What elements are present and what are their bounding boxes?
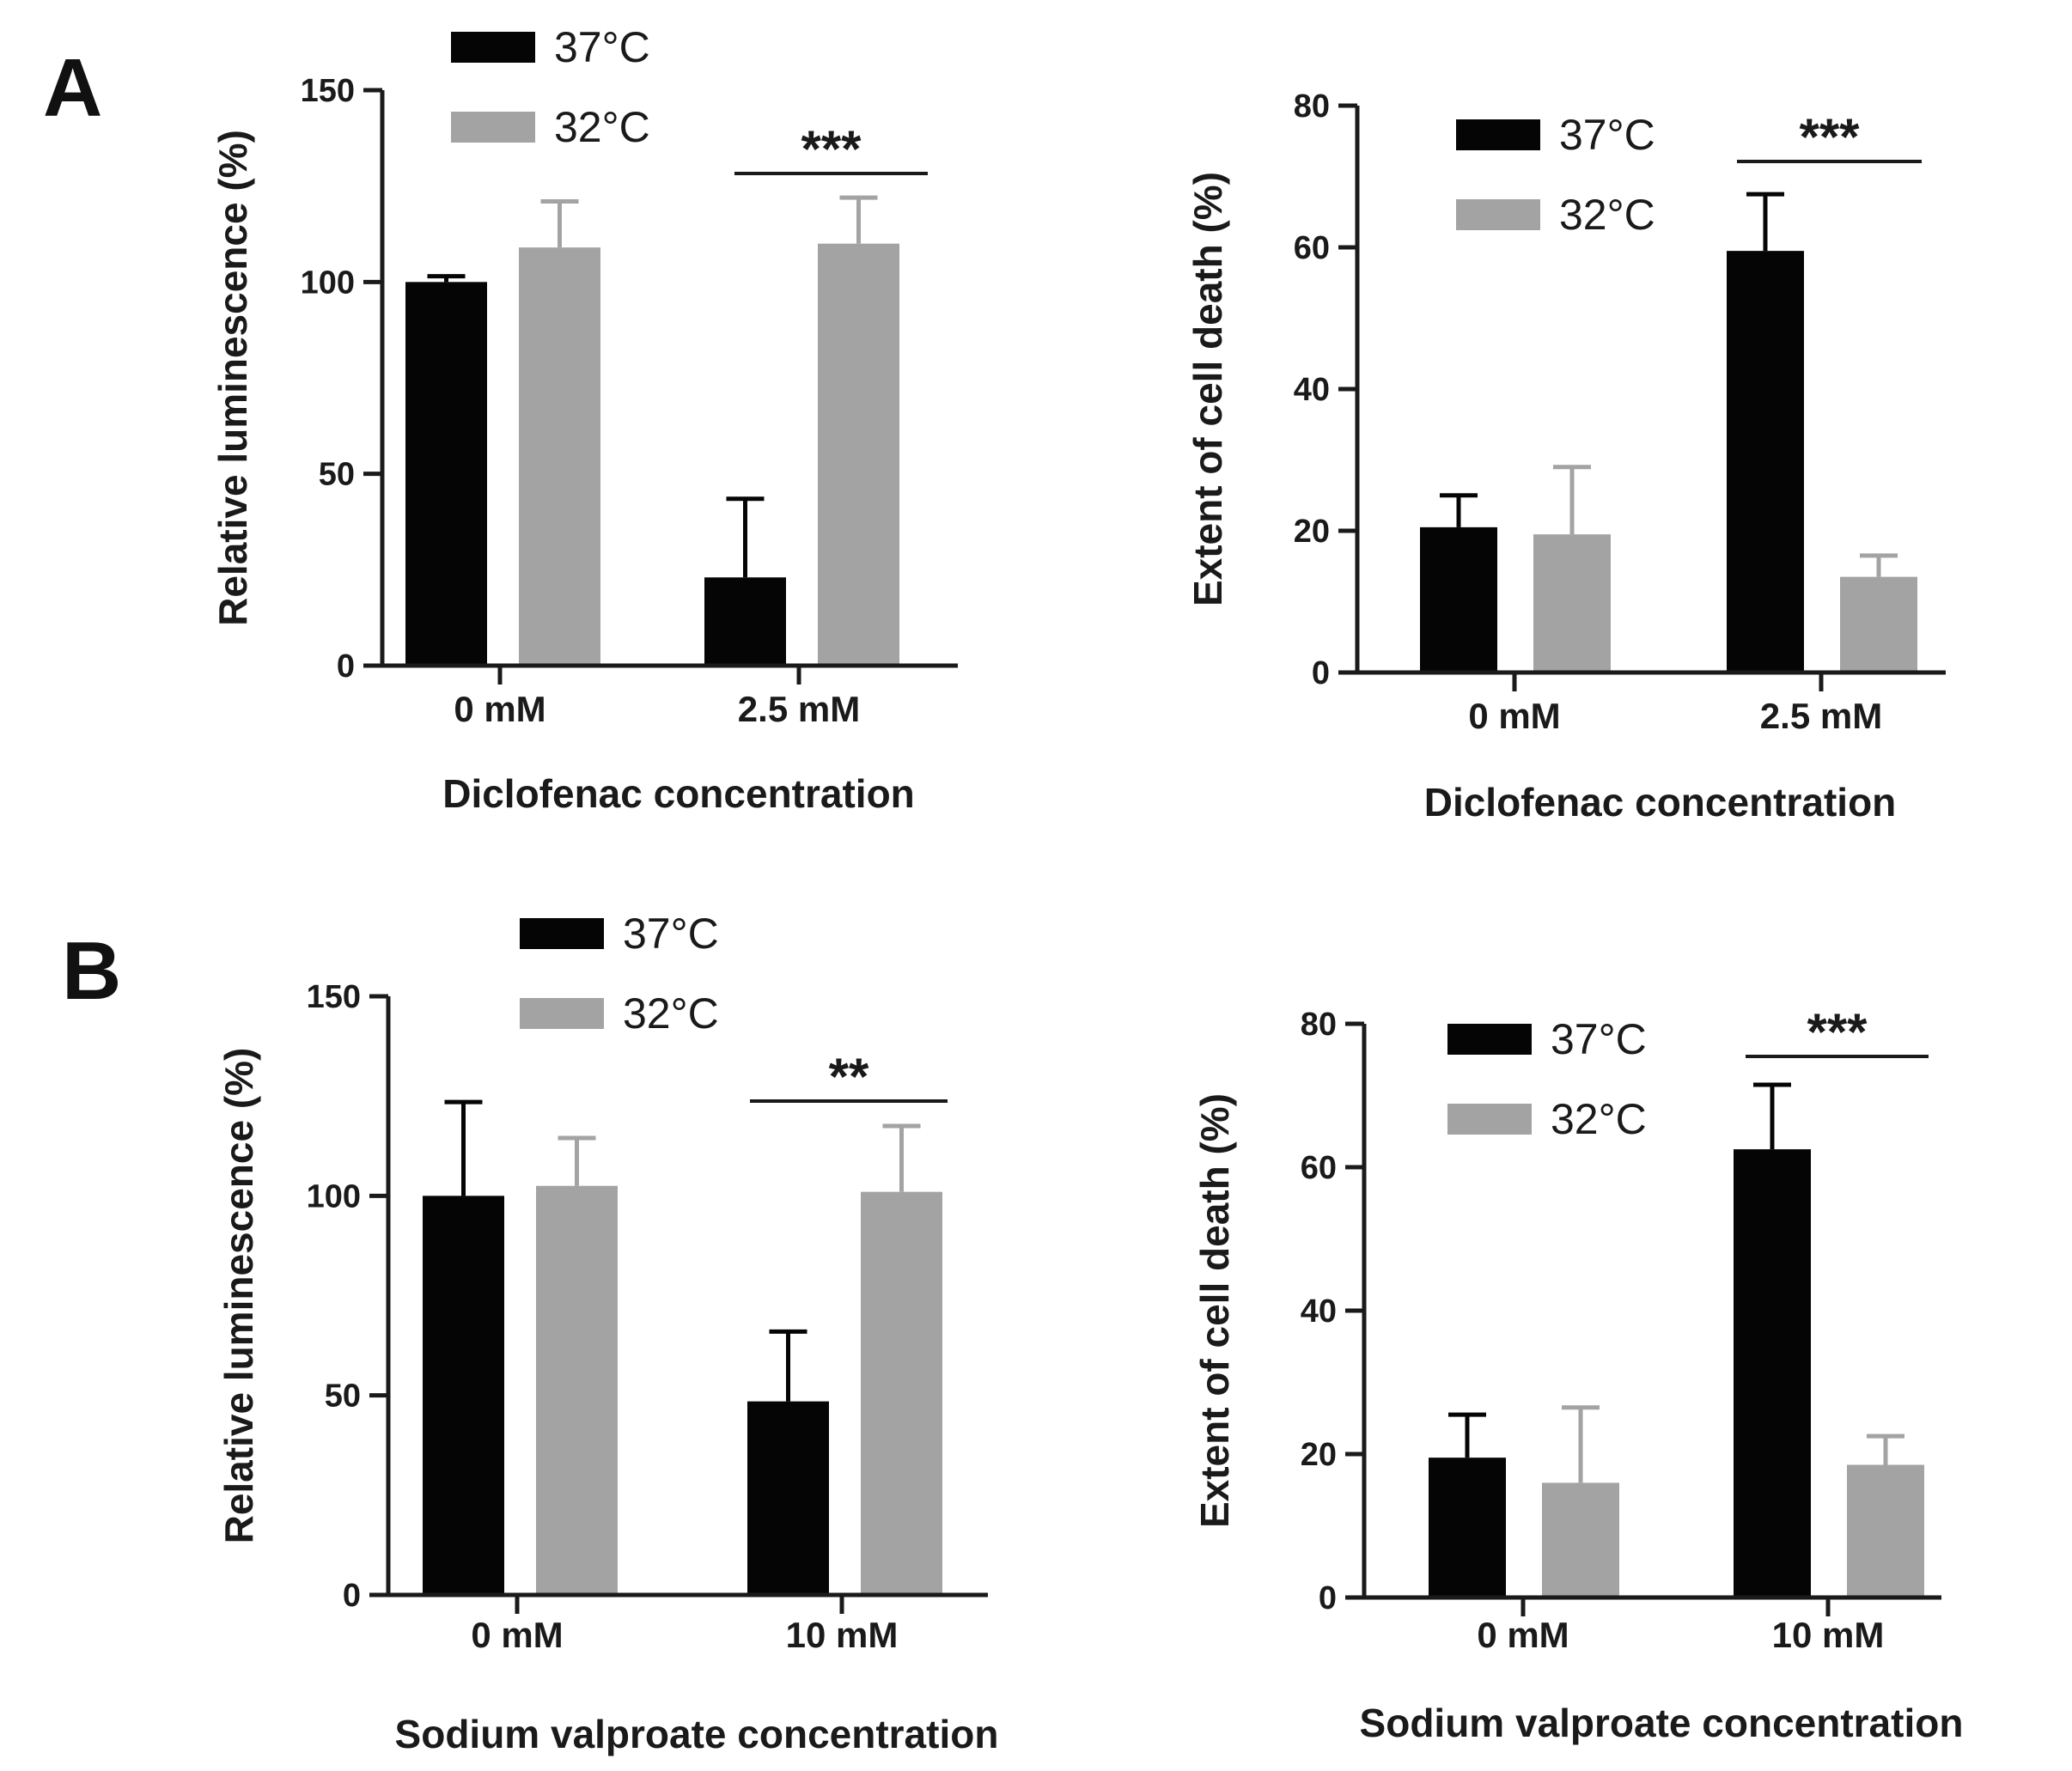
y-tick-label: 0 xyxy=(343,1578,361,1614)
x-category-label: 2.5 mM xyxy=(1760,696,1882,736)
bar-37c-1 xyxy=(423,1196,504,1595)
y-tick-label: 150 xyxy=(307,979,361,1015)
x-category-label: 10 mM xyxy=(1772,1615,1885,1655)
y-tick-label: 0 xyxy=(1319,1580,1337,1616)
y-tick-label: 80 xyxy=(1294,88,1330,125)
x-axis-title: Diclofenac concentration xyxy=(442,771,915,816)
legend-swatch-32c xyxy=(1447,1104,1532,1135)
legend-label-32c: 32°C xyxy=(1559,191,1655,239)
y-tick-label: 100 xyxy=(301,265,355,301)
bar-32c-1 xyxy=(536,1185,618,1595)
charts-container: 0 50 100 150 0 mM 2.5 mM Diclofenac concentrat… xyxy=(210,23,1963,1756)
chart-4: 0 20 40 60 80 0 mM 10 mM Sodium valproate conce… xyxy=(1192,1003,1963,1745)
y-tick-label: 60 xyxy=(1301,1150,1337,1186)
bar-32c-1 xyxy=(519,247,600,666)
bar-37c-2 xyxy=(747,1401,829,1595)
x-category-label: 2.5 mM xyxy=(738,689,860,729)
legend-label-32c: 32°C xyxy=(554,103,650,151)
bar-32c-2 xyxy=(1840,576,1917,672)
legend-label-37c: 37°C xyxy=(1551,1015,1647,1063)
legend-label-32c: 32°C xyxy=(623,989,719,1038)
bar-37c-2 xyxy=(1734,1149,1811,1598)
bar-37c-1 xyxy=(1429,1458,1506,1598)
significance-label: ** xyxy=(829,1048,869,1105)
y-tick-label: 0 xyxy=(337,648,355,685)
y-tick-label: 100 xyxy=(307,1178,361,1214)
y-tick-label: 40 xyxy=(1301,1293,1337,1330)
legend-label-37c: 37°C xyxy=(1559,111,1655,159)
chart-3: 0 50 100 150 0 mM 10 mM Sodium valproate conce… xyxy=(216,910,998,1756)
legend-swatch-37c xyxy=(1447,1024,1532,1055)
x-category-label: 10 mM xyxy=(786,1615,899,1655)
x-category-label: 0 mM xyxy=(454,689,545,729)
y-axis-title: Extent of cell death (%) xyxy=(1192,1093,1237,1528)
legend-swatch-32c xyxy=(451,112,535,143)
bar-37c-1 xyxy=(1420,526,1497,672)
bar-37c-2 xyxy=(1727,251,1804,672)
bar-37c-1 xyxy=(405,282,487,666)
y-tick-label: 50 xyxy=(325,1378,361,1415)
x-category-label: 0 mM xyxy=(1477,1615,1569,1655)
y-axis-title: Relative luminescence (%) xyxy=(216,1048,261,1544)
bar-32c-2 xyxy=(818,243,899,666)
legend-swatch-32c xyxy=(1456,199,1540,230)
chart-2: 0 20 40 60 80 0 mM 2.5 mM Diclofenac concentrat… xyxy=(1185,88,1946,825)
panel-label-a: A xyxy=(43,42,102,134)
x-axis-title: Sodium valproate concentration xyxy=(395,1712,999,1756)
y-axis-title: Relative luminescence (%) xyxy=(210,130,255,626)
y-tick-label: 20 xyxy=(1294,514,1330,550)
significance-label: *** xyxy=(801,120,862,178)
x-axis-title: Diclofenac concentration xyxy=(1424,780,1897,825)
legend-label-37c: 37°C xyxy=(623,910,719,958)
y-tick-label: 50 xyxy=(319,457,355,493)
bar-32c-2 xyxy=(1847,1464,1924,1598)
significance-label: *** xyxy=(1807,1003,1868,1061)
bar-37c-2 xyxy=(704,577,786,666)
x-axis-title: Sodium valproate concentration xyxy=(1360,1701,1964,1745)
significance-label: *** xyxy=(1799,108,1860,166)
bar-32c-1 xyxy=(1533,534,1611,672)
x-category-label: 0 mM xyxy=(471,1615,563,1655)
legend-swatch-37c xyxy=(451,32,535,63)
bar-32c-2 xyxy=(861,1191,942,1595)
bar-32c-1 xyxy=(1542,1482,1619,1598)
y-tick-label: 60 xyxy=(1294,230,1330,266)
y-tick-label: 40 xyxy=(1294,372,1330,408)
legend-label-37c: 37°C xyxy=(554,23,650,71)
y-tick-label: 0 xyxy=(1312,655,1330,691)
y-axis-title: Extent of cell death (%) xyxy=(1185,172,1230,606)
y-tick-label: 80 xyxy=(1301,1007,1337,1043)
y-tick-label: 150 xyxy=(301,73,355,109)
legend-label-32c: 32°C xyxy=(1551,1095,1647,1143)
legend-swatch-37c xyxy=(520,918,604,949)
chart-1: 0 50 100 150 0 mM 2.5 mM Diclofenac concentrat… xyxy=(210,23,958,816)
panel-label-b: B xyxy=(62,925,121,1017)
legend-swatch-32c xyxy=(520,998,604,1029)
y-tick-label: 20 xyxy=(1301,1437,1337,1473)
legend-swatch-37c xyxy=(1456,119,1540,150)
x-category-label: 0 mM xyxy=(1468,696,1560,736)
